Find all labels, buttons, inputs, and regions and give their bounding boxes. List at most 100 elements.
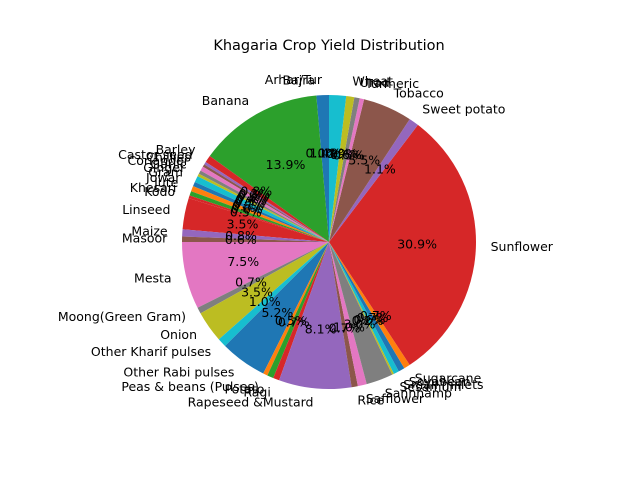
slice-label: Chillies xyxy=(146,149,191,164)
pie-slice xyxy=(329,98,365,243)
slice-label: Banana xyxy=(202,93,249,108)
slice-percent-label: 3.5% xyxy=(227,216,259,231)
slice-label: Sweet potato xyxy=(422,102,505,117)
slice-label: Castor seed xyxy=(118,147,192,162)
slice-label: Jowar xyxy=(145,170,181,185)
slice-label: Jute xyxy=(153,175,179,190)
slice-label: Linseed xyxy=(122,202,170,217)
slice-label: Sesamum xyxy=(400,379,462,394)
slice-label: Moong(Green Gram) xyxy=(58,309,186,324)
pie-slice xyxy=(188,195,329,242)
slice-label: Sugarcane xyxy=(415,371,482,386)
slice-percent-label: 0.3% xyxy=(235,193,267,208)
pie-slice xyxy=(193,181,329,242)
slice-percent-label: 0.5% xyxy=(232,199,264,214)
slice-label: Small millets xyxy=(403,377,483,392)
slice-percent-label: 0.6% xyxy=(330,147,362,162)
pie-slice xyxy=(182,229,329,242)
slice-label: Onion xyxy=(160,327,197,342)
pie-slice xyxy=(263,242,329,376)
slice-label: Sannhamp xyxy=(385,385,452,400)
slice-percent-labels: 1.4%0.0%13.9%0.8%0.3%0.3%0.5%0.4%0.3%0.7… xyxy=(225,145,437,336)
slice-percent-label: 1.4% xyxy=(309,145,341,160)
pie-slice xyxy=(189,191,329,242)
slice-label: Other Kharif pulses xyxy=(91,344,211,359)
slice-percent-label: 0.7% xyxy=(235,275,267,290)
slice-percent-label: 0.5% xyxy=(237,190,269,205)
pie-slice xyxy=(329,99,410,242)
pie-slice xyxy=(197,173,329,242)
slice-label: Turmeric xyxy=(364,76,419,91)
slice-percent-label: 0.4% xyxy=(236,192,268,207)
chart-title: Khagaria Crop Yield Distribution xyxy=(213,38,444,54)
pie-slice xyxy=(194,176,329,242)
pie-slice xyxy=(329,96,355,242)
slice-percent-label: 0.3% xyxy=(239,186,271,201)
pie-slice xyxy=(329,242,399,374)
slice-percent-label: 0.2% xyxy=(352,313,384,328)
pie-slice xyxy=(329,119,418,242)
pie-slices xyxy=(182,94,476,390)
pie-slice xyxy=(182,242,329,308)
pie-slice xyxy=(204,162,329,242)
slice-label: Rice xyxy=(357,393,384,408)
pie-slice xyxy=(329,242,358,388)
pie-slice xyxy=(182,198,329,242)
slice-percent-label: 0.6% xyxy=(231,202,263,217)
pie-slice xyxy=(279,242,352,390)
pie-slice xyxy=(329,242,367,387)
slice-percent-label: 0.7% xyxy=(360,308,392,323)
slice-percent-label: 0.7% xyxy=(329,320,361,335)
slice-percent-label: 0.0% xyxy=(306,146,338,161)
slice-percent-label: 1.9% xyxy=(318,146,350,161)
slice-percent-label: 8.1% xyxy=(305,321,337,336)
pie-slice xyxy=(329,242,405,372)
slice-percent-label: 1.1% xyxy=(364,162,396,177)
slice-label: Mesta xyxy=(134,271,172,286)
slice-percent-label: 0.5% xyxy=(333,148,365,163)
pie-slice xyxy=(191,186,329,242)
slice-label: Sunflower xyxy=(491,239,554,254)
slice-label: Kodo xyxy=(144,184,175,199)
slice-label: Bajra xyxy=(282,72,315,87)
slice-label: Urad xyxy=(360,75,390,90)
pie-slice xyxy=(329,124,476,365)
slice-label: Gram xyxy=(148,164,183,179)
slice-percent-label: 0.3% xyxy=(238,188,270,203)
slice-label: Arhar/Tur xyxy=(265,72,323,87)
pie-slice xyxy=(200,166,329,242)
slice-percent-label: 3.0% xyxy=(344,316,376,331)
slice-label: Ginger xyxy=(143,160,186,175)
slice-label: Peas & beans (Pulses) xyxy=(121,379,259,394)
slice-percent-label: 3.5% xyxy=(241,284,273,299)
slice-label: Maize xyxy=(131,224,167,239)
pie-slice xyxy=(205,156,329,242)
slice-percent-label: 0.7% xyxy=(357,310,389,325)
slice-percent-label: 1.0% xyxy=(333,319,365,334)
pie-slice xyxy=(202,164,329,242)
pie-slice xyxy=(316,94,329,242)
slice-percent-label: 0.7% xyxy=(233,196,265,211)
pie-slice xyxy=(329,242,393,385)
slice-label: Khesari xyxy=(130,180,177,195)
slice-label: Garlic xyxy=(150,157,186,172)
slice-percent-label: 13.9% xyxy=(266,157,306,172)
slice-label: Wheat xyxy=(352,74,393,89)
slice-percent-label: 0.6% xyxy=(225,232,257,247)
pie-slice xyxy=(329,242,394,375)
pie-slice xyxy=(329,242,410,369)
slice-label: Coriander xyxy=(128,153,190,168)
slice-percent-label: 0.8% xyxy=(225,228,257,243)
pie-slice xyxy=(182,236,329,242)
pie-slice xyxy=(267,242,329,378)
slice-label: Masoor xyxy=(122,231,168,246)
pie-slice xyxy=(200,242,329,340)
slice-label: Tobacco xyxy=(393,85,444,100)
slice-percent-label: 30.9% xyxy=(397,237,437,252)
slice-percent-label: 0.5% xyxy=(230,204,262,219)
pie-slice xyxy=(209,95,329,242)
slice-percent-label: 7.5% xyxy=(227,254,259,269)
slice-label: Barley xyxy=(156,142,197,157)
